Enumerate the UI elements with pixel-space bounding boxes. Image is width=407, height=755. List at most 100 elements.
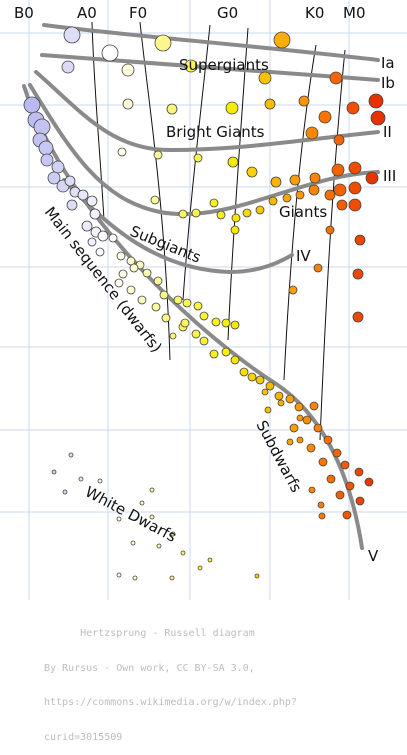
- star-point: [296, 436, 304, 444]
- star-point: [230, 355, 240, 365]
- star-point: [264, 406, 272, 414]
- star-point: [230, 225, 240, 235]
- star-point: [51, 469, 57, 475]
- star-point: [182, 298, 192, 308]
- star-point: [89, 208, 101, 220]
- image-credit: Hertzsprung - Russell diagram By Rursus …: [44, 605, 404, 755]
- star-point: [255, 375, 265, 385]
- star-point: [132, 575, 138, 581]
- spectral-label-k0: K0: [305, 4, 324, 22]
- spectral-label-b0: B0: [14, 4, 34, 22]
- star-point: [142, 268, 152, 278]
- star-point: [329, 71, 343, 85]
- star-point: [352, 268, 364, 280]
- spectral-class-boundary: [283, 44, 317, 381]
- star-point: [156, 543, 162, 549]
- star-point: [207, 557, 213, 563]
- star-point: [348, 198, 362, 212]
- star-point: [333, 134, 345, 146]
- star-point: [364, 477, 374, 487]
- star-point: [221, 318, 231, 328]
- star-point: [149, 514, 155, 520]
- star-point: [64, 175, 76, 187]
- credit-line-curid: curid=3015509: [44, 731, 123, 743]
- spectral-class-boundary: [139, 21, 171, 361]
- star-point: [97, 230, 109, 242]
- grid-lines: [0, 0, 407, 600]
- star-point: [345, 481, 355, 491]
- star-point: [169, 332, 177, 340]
- star-point: [296, 414, 304, 422]
- spectral-label-a0: A0: [77, 4, 97, 22]
- star-point: [95, 247, 105, 257]
- star-point: [348, 181, 362, 195]
- region-label-giants: Giants: [279, 203, 327, 221]
- star-point: [318, 512, 326, 520]
- star-point: [166, 103, 178, 115]
- star-point: [51, 160, 65, 174]
- star-point: [227, 156, 239, 168]
- star-point: [326, 474, 336, 484]
- star-point: [154, 34, 172, 52]
- star-point: [305, 126, 319, 140]
- star-point: [295, 190, 305, 200]
- star-point: [286, 438, 294, 446]
- star-point: [242, 208, 252, 218]
- luminosity-label-ia: Ia: [381, 54, 395, 72]
- credit-line-author: By Rursus - Own work, CC BY-SA 3.0,: [44, 662, 255, 674]
- star-point: [335, 490, 345, 500]
- star-point: [332, 448, 342, 458]
- star-point: [308, 486, 316, 494]
- spectral-label-f0: F0: [129, 4, 147, 22]
- luminosity-class-curve: [28, 83, 380, 217]
- star-point: [225, 101, 239, 115]
- star-point: [323, 435, 333, 445]
- star-point: [209, 349, 219, 359]
- star-point: [221, 347, 231, 357]
- luminosity-label-v: V: [368, 547, 379, 565]
- star-point: [348, 161, 362, 175]
- star-point: [193, 301, 203, 311]
- star-point: [261, 388, 269, 396]
- star-point: [191, 208, 201, 218]
- star-point: [318, 110, 332, 124]
- star-point: [116, 572, 122, 578]
- spectral-class-boundary: [91, 21, 105, 221]
- star-point: [122, 98, 134, 110]
- star-point: [254, 573, 260, 579]
- star-point: [309, 172, 321, 184]
- star-point: [313, 423, 323, 433]
- credit-line-url: https://commons.wikimedia.org/w/index.ph…: [44, 697, 297, 708]
- star-point: [63, 26, 81, 44]
- star-point: [108, 233, 118, 243]
- star-point: [77, 189, 89, 201]
- star-point: [87, 237, 97, 247]
- star-point: [62, 489, 68, 495]
- star-point: [197, 565, 203, 571]
- star-point: [258, 71, 272, 85]
- star-point: [277, 399, 285, 407]
- star-point: [340, 460, 350, 470]
- star-point: [118, 269, 128, 279]
- star-point: [193, 153, 203, 163]
- spectral-label-g0: G0: [217, 4, 238, 22]
- star-point: [139, 500, 145, 506]
- star-point: [216, 210, 226, 220]
- star-point: [178, 209, 188, 219]
- star-point: [342, 510, 352, 520]
- star-point: [268, 196, 278, 206]
- star-point: [209, 198, 219, 208]
- star-point: [282, 193, 292, 203]
- star-point: [47, 171, 61, 185]
- star-point: [173, 295, 183, 305]
- spectral-class-boundaries: [91, 21, 346, 441]
- star-point: [199, 336, 209, 346]
- luminosity-class-curves: [22, 23, 380, 550]
- star-point: [153, 150, 163, 160]
- star-point: [274, 391, 284, 401]
- star-point: [246, 166, 258, 178]
- star-point: [239, 367, 249, 377]
- star-point: [365, 171, 379, 185]
- star-point: [231, 213, 241, 223]
- star-point: [270, 176, 282, 188]
